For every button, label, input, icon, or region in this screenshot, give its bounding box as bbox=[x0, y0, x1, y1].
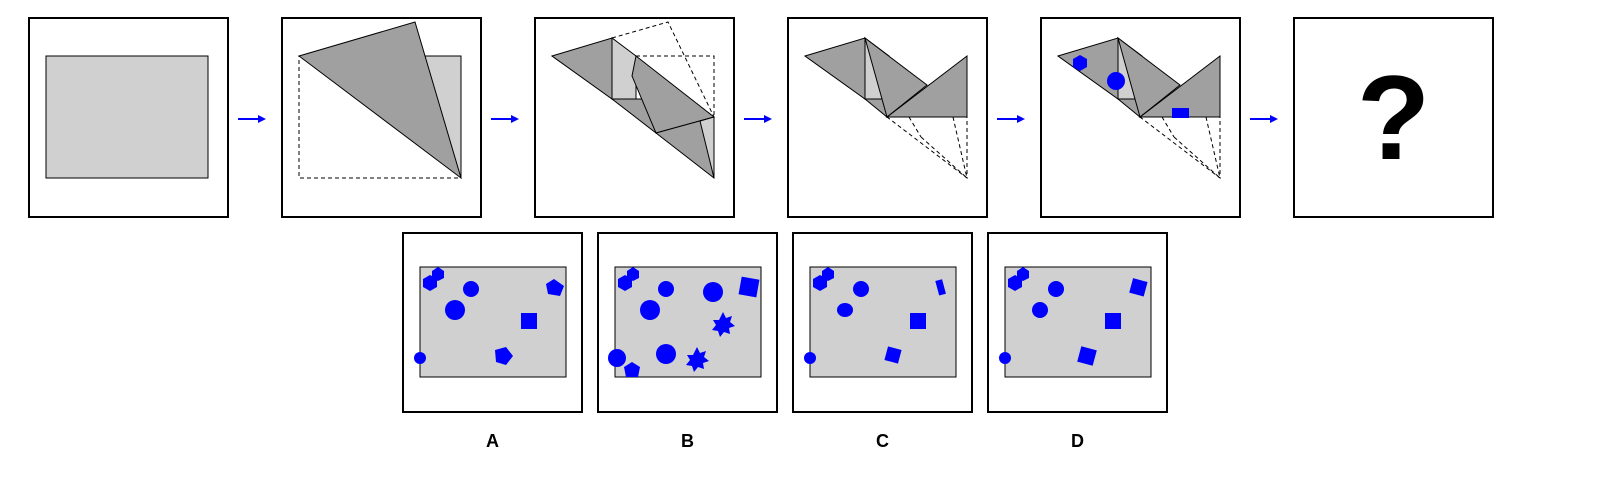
punch-rectangle bbox=[1172, 108, 1189, 118]
fold-diagonal bbox=[1117, 36, 1181, 118]
step-1-panel bbox=[28, 17, 229, 218]
option-c[interactable] bbox=[792, 232, 973, 413]
arrow-1-icon bbox=[238, 115, 266, 123]
folded-flap bbox=[297, 21, 462, 180]
step-4-figure bbox=[803, 36, 968, 180]
step-2-figure bbox=[297, 21, 462, 180]
option-a-label: A bbox=[486, 431, 499, 451]
fold-left bbox=[803, 37, 866, 100]
option-b[interactable] bbox=[597, 232, 778, 413]
option-b-figure bbox=[608, 266, 762, 378]
ghost-outline bbox=[610, 21, 715, 118]
ghost-lower bbox=[1138, 116, 1221, 180]
fold-diagonal bbox=[864, 36, 928, 118]
option-d-label: D bbox=[1071, 431, 1084, 451]
fold-sliver bbox=[699, 116, 715, 179]
step-1-figure bbox=[45, 55, 209, 179]
option-c-figure bbox=[804, 266, 957, 378]
arrow-5-icon bbox=[1250, 115, 1278, 123]
arrow-3-icon bbox=[744, 115, 772, 123]
option-b-label: B bbox=[681, 431, 694, 451]
step-3-figure bbox=[550, 21, 716, 180]
fold-mid bbox=[611, 37, 637, 100]
paper-sheet bbox=[45, 55, 209, 179]
fold-right-triangle bbox=[885, 54, 968, 118]
arrow-2-icon bbox=[491, 115, 519, 123]
option-c-label: C bbox=[876, 431, 889, 451]
step-5-figure bbox=[1056, 36, 1221, 180]
step-3-panel bbox=[534, 17, 735, 218]
fold-left bbox=[1056, 37, 1119, 100]
arrow-4-icon bbox=[997, 115, 1025, 123]
option-d[interactable] bbox=[987, 232, 1168, 413]
answer-panel: ? bbox=[1293, 17, 1494, 218]
option-d-figure bbox=[999, 266, 1152, 378]
step-2-panel bbox=[281, 17, 482, 218]
option-a[interactable] bbox=[402, 232, 583, 413]
option-a-figure bbox=[414, 266, 567, 378]
ghost-lower bbox=[885, 116, 968, 180]
punch-hexagon bbox=[1073, 55, 1087, 71]
step-4-panel bbox=[787, 17, 988, 218]
step-5-panel bbox=[1040, 17, 1241, 218]
question-mark: ? bbox=[1356, 50, 1431, 185]
punch-circle bbox=[1107, 72, 1125, 90]
ghost-rect bbox=[636, 55, 715, 117]
fold-left bbox=[550, 37, 613, 100]
